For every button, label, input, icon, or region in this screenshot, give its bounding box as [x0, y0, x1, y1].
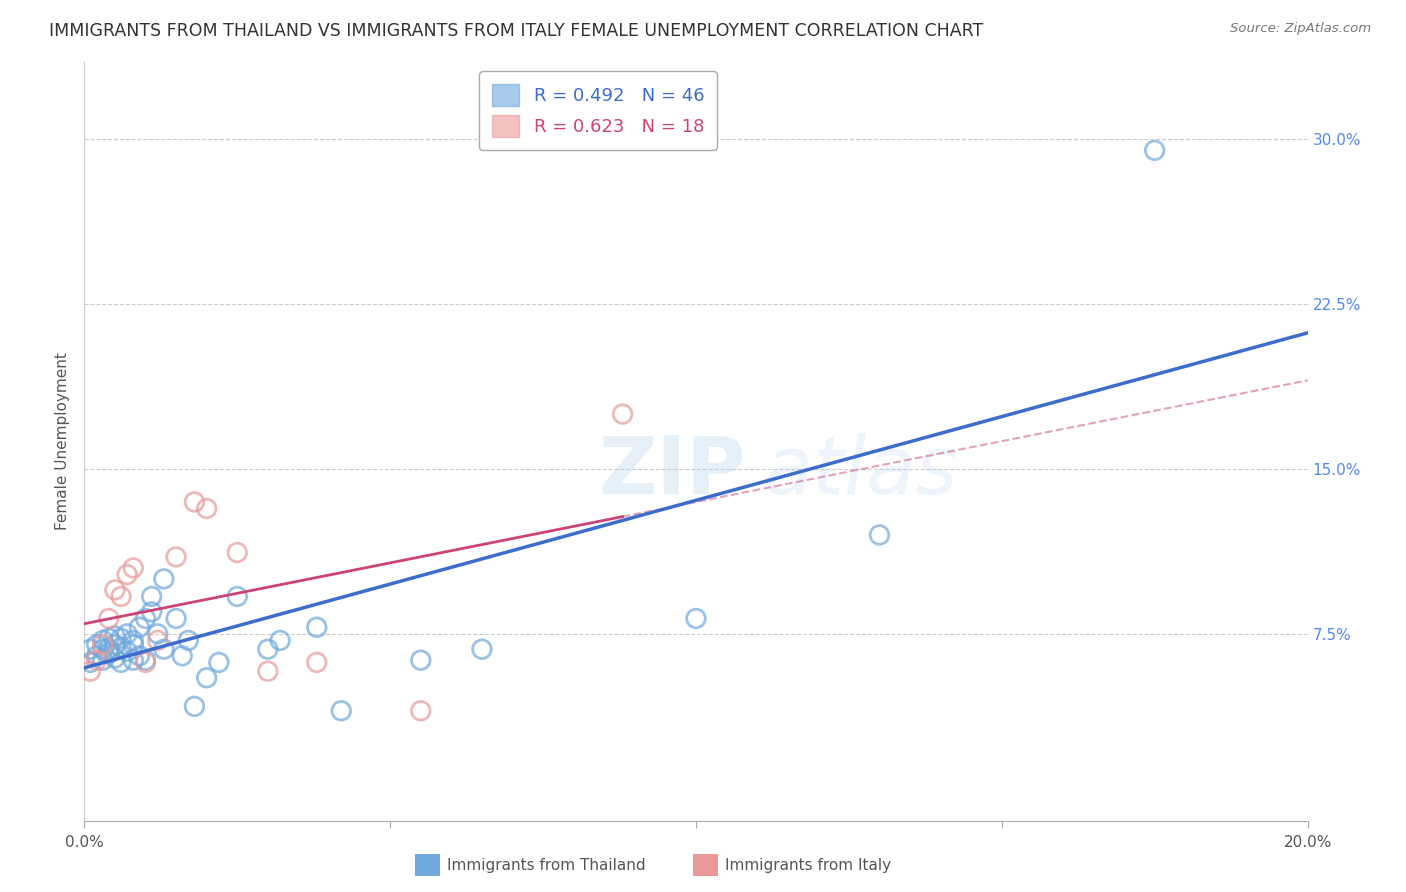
Point — [1143, 144, 1166, 158]
Point — [141, 590, 163, 604]
Point — [226, 545, 249, 559]
Point — [183, 699, 205, 714]
Point — [135, 656, 157, 670]
Point — [97, 611, 120, 625]
Text: atlas: atlas — [763, 433, 957, 511]
Point — [153, 642, 176, 657]
Point — [97, 647, 120, 661]
Point — [195, 501, 218, 516]
Text: ZIP: ZIP — [598, 433, 745, 511]
Point — [97, 632, 120, 646]
Point — [183, 495, 205, 509]
Point — [122, 653, 145, 667]
Point — [104, 638, 127, 652]
Point — [330, 704, 353, 718]
Point — [135, 611, 157, 625]
Point — [122, 633, 145, 648]
Point — [305, 656, 328, 670]
Point — [91, 653, 114, 667]
Point — [97, 642, 120, 657]
Point — [165, 611, 187, 625]
Point — [122, 561, 145, 575]
Point — [869, 528, 891, 542]
Point — [208, 656, 231, 670]
Point — [91, 638, 114, 652]
Point — [165, 549, 187, 564]
Point — [104, 629, 127, 643]
Point — [86, 638, 108, 652]
Text: Source: ZipAtlas.com: Source: ZipAtlas.com — [1230, 22, 1371, 36]
Point — [141, 605, 163, 619]
Point — [115, 627, 138, 641]
Point — [104, 651, 127, 665]
Point — [110, 640, 132, 654]
Point — [110, 632, 132, 646]
Text: IMMIGRANTS FROM THAILAND VS IMMIGRANTS FROM ITALY FEMALE UNEMPLOYMENT CORRELATIO: IMMIGRANTS FROM THAILAND VS IMMIGRANTS F… — [49, 22, 983, 40]
Point — [135, 653, 157, 667]
Text: Immigrants from Thailand: Immigrants from Thailand — [447, 858, 645, 872]
Point — [115, 644, 138, 658]
Point — [110, 590, 132, 604]
Y-axis label: Female Unemployment: Female Unemployment — [55, 352, 70, 531]
Point — [257, 642, 280, 657]
Point — [122, 638, 145, 652]
Point — [195, 671, 218, 685]
Point — [79, 664, 101, 678]
Point — [110, 656, 132, 670]
Point — [177, 633, 200, 648]
Point — [305, 620, 328, 634]
Point — [226, 590, 249, 604]
Point — [172, 648, 194, 663]
Point — [128, 648, 150, 663]
Point — [409, 704, 432, 718]
Point — [86, 653, 108, 667]
Point — [257, 664, 280, 678]
Point — [269, 633, 291, 648]
Point — [86, 648, 108, 663]
Text: Immigrants from Italy: Immigrants from Italy — [725, 858, 891, 872]
Point — [146, 627, 169, 641]
Point — [153, 572, 176, 586]
Point — [471, 642, 494, 657]
Point — [612, 407, 634, 421]
Point — [128, 620, 150, 634]
Legend: R = 0.492   N = 46, R = 0.623   N = 18: R = 0.492 N = 46, R = 0.623 N = 18 — [479, 71, 717, 150]
Point — [146, 633, 169, 648]
Point — [91, 633, 114, 648]
Point — [79, 642, 101, 657]
Point — [104, 582, 127, 597]
Point — [91, 642, 114, 657]
Point — [115, 567, 138, 582]
Point — [685, 611, 707, 625]
Point — [79, 656, 101, 670]
Point — [409, 653, 432, 667]
